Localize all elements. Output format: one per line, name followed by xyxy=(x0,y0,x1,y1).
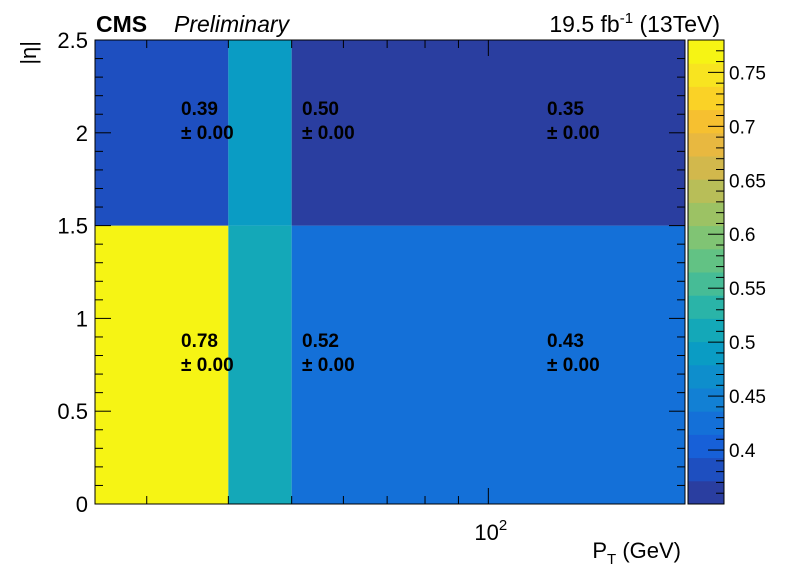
colorbar-segment xyxy=(688,295,724,319)
colorbar-segment xyxy=(688,248,724,273)
colorbar-tick-label: 0.65 xyxy=(729,171,766,192)
cell-value-label: 0.52 xyxy=(302,331,339,352)
colorbar-segment xyxy=(688,40,724,64)
colorbar-tick-label: 0.7 xyxy=(729,117,755,138)
colorbar-segment xyxy=(688,411,724,435)
y-tick-label: 0 xyxy=(76,492,88,517)
colorbar-segment xyxy=(688,225,724,250)
heatmap-cell xyxy=(291,40,685,226)
cell-value-label: 0.43 xyxy=(547,331,584,352)
y-tick-label: 0.5 xyxy=(57,399,88,424)
colorbar-segment xyxy=(688,132,724,157)
colorbar-tick-label: 0.5 xyxy=(729,333,755,354)
colorbar-segment xyxy=(688,434,724,459)
colorbar-tick-label: 0.55 xyxy=(729,279,766,300)
status-label: Preliminary xyxy=(174,11,290,37)
colorbar-segment xyxy=(688,86,724,111)
colorbar-segment xyxy=(688,202,724,227)
luminosity-label: 19.5 fb-1 (13TeV) xyxy=(549,10,720,38)
lumi-value: 19.5 fb xyxy=(549,11,620,37)
colorbar-segment xyxy=(688,364,724,389)
cell-error-label: ± 0.00 xyxy=(181,355,234,376)
heatmap-cell xyxy=(228,40,292,226)
colorbar-segment xyxy=(688,341,724,366)
colorbar-segment xyxy=(688,388,724,412)
colorbar-tick-label: 0.6 xyxy=(729,225,755,246)
cell-value-label: 0.78 xyxy=(181,331,218,352)
energy-label: (13TeV) xyxy=(633,11,720,37)
colorbar-tick-label: 0.45 xyxy=(729,387,766,408)
cell-error-label: ± 0.00 xyxy=(181,123,234,144)
cell-error-label: ± 0.00 xyxy=(547,123,600,144)
lumi-exponent: -1 xyxy=(619,10,634,27)
cell-error-label: ± 0.00 xyxy=(302,355,355,376)
colorbar-segment xyxy=(688,179,724,203)
heatmap-cell xyxy=(228,225,292,504)
colorbar-segment xyxy=(688,457,724,482)
heatmap-cell xyxy=(291,225,685,504)
cell-value-label: 0.50 xyxy=(302,99,339,120)
cell-value-label: 0.35 xyxy=(547,99,584,120)
colorbar-segment xyxy=(688,318,724,343)
y-tick-label: 2 xyxy=(76,121,88,146)
cell-error-label: ± 0.00 xyxy=(302,123,355,144)
y-tick-label: 2.5 xyxy=(57,28,88,53)
colorbar-tick-label: 0.75 xyxy=(729,63,766,84)
colorbar-segment xyxy=(688,63,724,87)
heatmap-cell xyxy=(95,40,229,226)
y-tick-label: 1 xyxy=(76,306,88,331)
cell-error-label: ± 0.00 xyxy=(547,355,600,376)
colorbar-segment xyxy=(688,109,724,134)
x-axis-title: PT (GeV) xyxy=(592,538,681,568)
experiment-label: CMS xyxy=(96,11,148,37)
cell-value-label: 0.39 xyxy=(181,99,218,120)
plot-frame xyxy=(94,39,686,505)
colorbar-segment xyxy=(688,480,724,505)
heatmap-cell xyxy=(95,225,229,504)
colorbar-segment xyxy=(688,156,724,180)
colorbar-segment xyxy=(688,272,724,296)
colorbar-frame xyxy=(687,39,725,505)
colorbar-tick-label: 0.4 xyxy=(729,441,756,462)
y-axis-title: |η| xyxy=(16,41,41,65)
x-tick-label: 102 xyxy=(474,517,507,545)
y-tick-label: 1.5 xyxy=(57,214,88,239)
